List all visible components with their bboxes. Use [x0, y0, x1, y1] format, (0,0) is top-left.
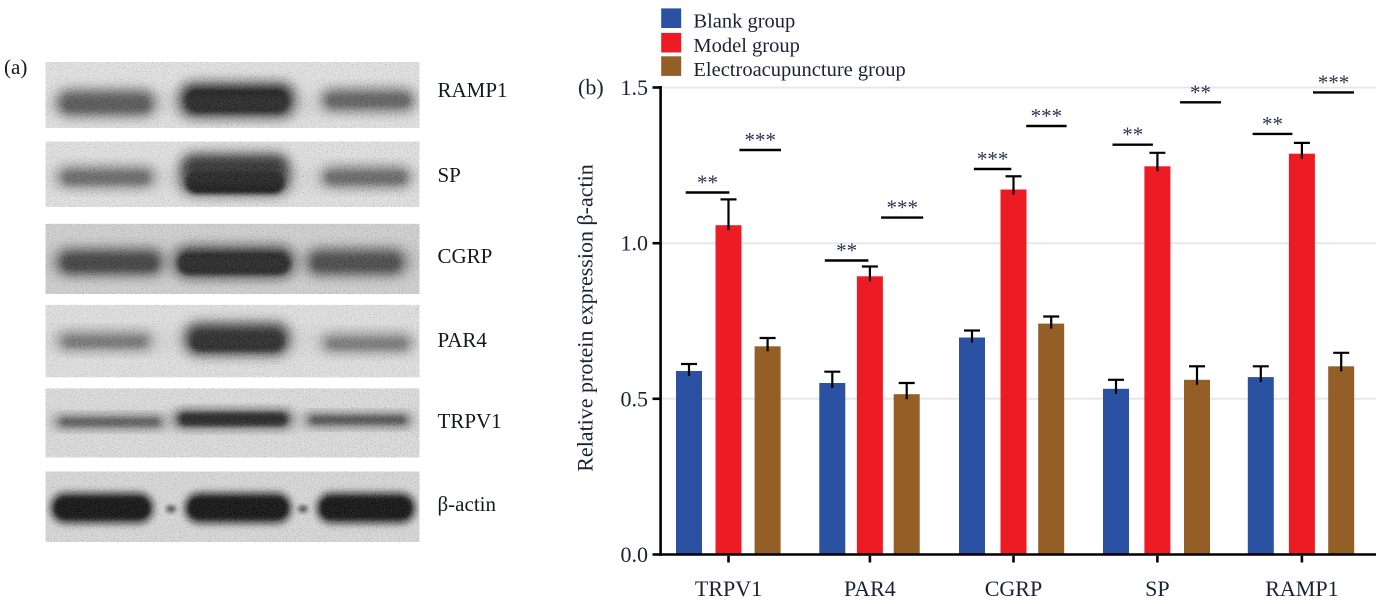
svg-text:***: ***: [886, 196, 918, 220]
svg-text:TRPV1: TRPV1: [695, 576, 762, 601]
svg-text:***: ***: [977, 147, 1009, 171]
svg-text:**: **: [1122, 123, 1143, 147]
svg-text:SP: SP: [1145, 576, 1169, 601]
svg-text:SP: SP: [438, 163, 461, 187]
svg-text:0.5: 0.5: [621, 386, 649, 411]
svg-text:**: **: [836, 239, 857, 263]
svg-text:Relative protein expression β-: Relative protein expression β-actin: [573, 164, 598, 471]
svg-text:RAMP1: RAMP1: [438, 78, 508, 102]
svg-text:**: **: [697, 171, 718, 195]
svg-text:TRPV1: TRPV1: [438, 409, 502, 433]
svg-text:PAR4: PAR4: [438, 328, 488, 352]
svg-text:β-actin: β-actin: [438, 492, 497, 516]
svg-text:Blank group: Blank group: [693, 10, 795, 32]
svg-text:RAMP1: RAMP1: [1265, 576, 1338, 601]
svg-text:0.0: 0.0: [621, 542, 649, 567]
svg-text:1.0: 1.0: [621, 231, 649, 256]
svg-text:(b): (b): [578, 75, 604, 100]
svg-text:CGRP: CGRP: [985, 576, 1042, 601]
svg-text:PAR4: PAR4: [844, 576, 896, 601]
svg-text:Electroacupuncture group: Electroacupuncture group: [693, 59, 905, 81]
svg-text:***: ***: [744, 128, 776, 152]
svg-text:***: ***: [1031, 104, 1063, 128]
svg-text:(a): (a): [4, 55, 27, 79]
svg-text:CGRP: CGRP: [438, 244, 493, 268]
svg-text:**: **: [1190, 80, 1211, 104]
svg-text:***: ***: [1318, 70, 1350, 94]
svg-text:**: **: [1262, 112, 1283, 136]
svg-text:1.5: 1.5: [621, 75, 649, 100]
svg-text:Model group: Model group: [693, 35, 799, 57]
